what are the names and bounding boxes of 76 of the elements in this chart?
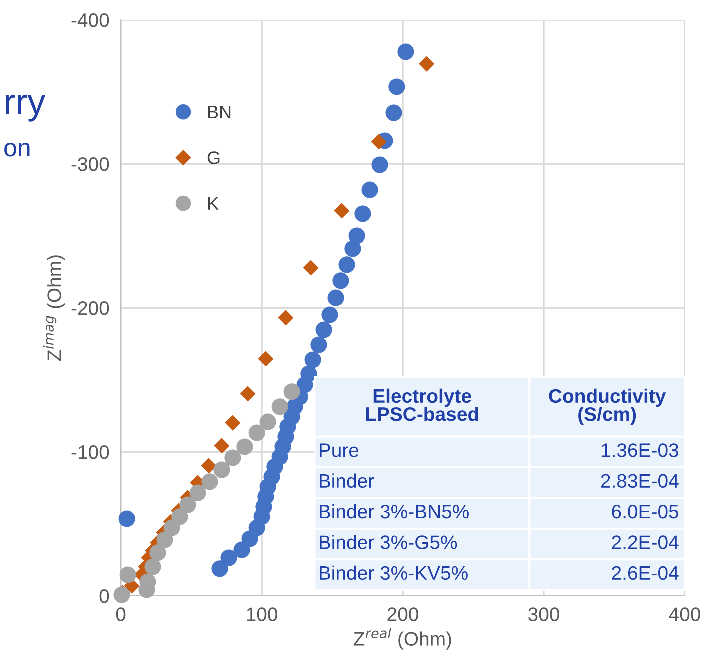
- point: [278, 310, 294, 326]
- annotation: Pure: [320, 444, 359, 458]
- point: [398, 44, 414, 60]
- point: [190, 484, 206, 502]
- annotation: Binder: [320, 474, 374, 488]
- point: [240, 386, 256, 402]
- point: [354, 206, 372, 222]
- point: [316, 322, 332, 338]
- point: [419, 56, 434, 72]
- point: [236, 438, 254, 456]
- point: [348, 228, 366, 244]
- point: [322, 306, 338, 324]
- annotation: 1.36E-03: [602, 444, 679, 458]
- point: [300, 366, 318, 382]
- x-tick-label: 300: [528, 608, 560, 622]
- x-tick-label: 400: [669, 608, 700, 622]
- y-axis-title: Z$^{imag}$ (Ohm): [43, 256, 66, 361]
- point: [328, 290, 344, 306]
- point: [224, 450, 242, 466]
- point: [144, 558, 162, 576]
- point: [344, 240, 362, 258]
- point: [120, 566, 136, 584]
- point: [118, 510, 136, 528]
- annotation: Electrolyte LPSC-based: [366, 388, 478, 422]
- legend-label: BN: [208, 106, 231, 118]
- point: [150, 544, 166, 562]
- x-tick-label: 0: [116, 608, 126, 622]
- text: rry: [6, 94, 46, 122]
- y-tick-label: -100: [72, 445, 110, 460]
- point: [388, 78, 406, 96]
- point: [272, 398, 288, 416]
- y-tick-label: -200: [72, 301, 110, 316]
- point: [214, 462, 230, 478]
- point: [225, 415, 241, 431]
- point: [214, 438, 230, 454]
- y-tick-label: -400: [72, 13, 110, 28]
- point: [338, 256, 356, 274]
- y-tick-label: 0: [100, 589, 110, 604]
- annotation: 2.6E-04: [612, 566, 679, 580]
- point: [114, 586, 130, 604]
- point: [386, 104, 402, 122]
- annotation: 2.2E-04: [612, 536, 679, 550]
- point: [362, 182, 378, 198]
- point: [332, 272, 350, 290]
- point: [164, 520, 180, 536]
- annotation: 2.83E-04: [601, 474, 679, 488]
- point: [310, 336, 328, 354]
- y-tick-label: -300: [72, 157, 110, 172]
- point: [220, 550, 238, 566]
- point: [334, 203, 350, 219]
- point: [260, 414, 276, 430]
- x-tick-label: 200: [388, 608, 418, 622]
- annotation: Binder 3%-G5%: [320, 535, 458, 550]
- point: [303, 260, 319, 276]
- point: [172, 508, 188, 526]
- point: [180, 496, 196, 514]
- x-axis-title: Z$^{real}$ (Ohm): [354, 628, 452, 650]
- point: [371, 134, 387, 150]
- point: [156, 532, 174, 548]
- point: [234, 542, 250, 558]
- point: [248, 424, 266, 442]
- text: on: [4, 143, 30, 157]
- point: [372, 156, 388, 174]
- point: [284, 384, 300, 400]
- x-tick-label: 100: [247, 608, 278, 622]
- annotation: Binder 3%-KV5%: [320, 566, 468, 580]
- annotation: 6.0E-05: [612, 504, 679, 519]
- annotation: Conductivity (S/cm): [549, 388, 666, 426]
- point: [304, 352, 322, 368]
- point: [201, 458, 217, 474]
- annotation: Binder 3%-BN5%: [320, 504, 470, 519]
- point: [212, 560, 228, 578]
- point: [258, 351, 274, 367]
- legend-label: K: [208, 197, 219, 210]
- legend-label: G: [208, 152, 220, 164]
- point: [202, 474, 218, 490]
